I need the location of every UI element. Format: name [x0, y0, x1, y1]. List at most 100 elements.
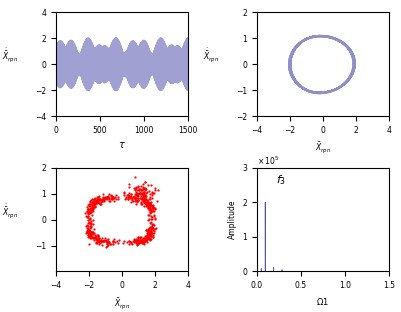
Point: [86, 201, 93, 206]
Point: [150, 205, 156, 210]
Point: [85, 235, 91, 240]
Point: [125, 196, 132, 201]
Point: [143, 237, 150, 242]
Point: [93, 236, 99, 241]
Point: [113, 197, 119, 202]
Point: [87, 199, 93, 204]
Point: [94, 199, 101, 204]
Point: [140, 182, 146, 187]
Point: [141, 197, 148, 202]
Point: [131, 238, 137, 243]
Point: [150, 202, 157, 207]
Point: [98, 201, 104, 206]
Point: [132, 187, 138, 192]
Point: [101, 195, 107, 200]
Point: [87, 208, 93, 213]
Point: [136, 238, 142, 243]
Point: [148, 231, 154, 236]
Point: [105, 239, 112, 244]
Point: [148, 233, 154, 238]
Point: [144, 200, 150, 205]
Point: [97, 196, 104, 201]
Point: [135, 236, 142, 241]
Point: [147, 203, 154, 208]
Point: [148, 196, 155, 201]
Point: [107, 242, 113, 247]
Point: [101, 236, 108, 241]
Point: [148, 236, 154, 241]
Point: [99, 191, 106, 196]
Point: [139, 196, 145, 201]
Point: [135, 198, 142, 203]
Point: [100, 196, 106, 201]
Point: [146, 201, 153, 206]
Point: [147, 233, 154, 238]
Point: [93, 234, 99, 239]
Point: [148, 204, 155, 209]
Point: [104, 238, 110, 243]
Point: [145, 198, 151, 203]
Point: [149, 226, 156, 231]
Point: [135, 183, 141, 188]
Point: [88, 233, 94, 238]
Point: [91, 230, 97, 235]
Point: [126, 184, 133, 189]
Point: [132, 184, 139, 189]
Point: [95, 236, 101, 241]
Point: [141, 235, 147, 240]
Point: [87, 222, 94, 227]
Point: [104, 197, 110, 202]
Point: [144, 227, 150, 232]
Point: [144, 234, 151, 239]
Point: [146, 227, 152, 232]
Point: [143, 201, 149, 206]
Point: [135, 241, 141, 246]
Point: [89, 230, 95, 235]
Point: [143, 228, 150, 233]
Point: [145, 212, 151, 217]
Point: [97, 199, 104, 204]
Point: [132, 196, 138, 201]
Point: [151, 229, 157, 234]
Point: [90, 202, 96, 207]
Point: [132, 241, 139, 246]
Point: [134, 192, 141, 197]
Point: [138, 239, 144, 244]
Point: [135, 235, 141, 240]
Point: [143, 235, 149, 240]
Point: [139, 195, 145, 200]
Point: [150, 209, 156, 214]
Point: [96, 239, 103, 244]
Point: [105, 239, 111, 244]
Point: [90, 199, 97, 204]
Point: [87, 225, 93, 230]
Point: [97, 201, 103, 206]
Point: [87, 206, 93, 211]
Point: [146, 196, 152, 201]
Point: [144, 240, 150, 245]
Point: [93, 236, 99, 241]
Point: [94, 237, 101, 242]
Point: [152, 217, 158, 222]
Point: [143, 200, 150, 205]
Point: [143, 197, 150, 202]
Point: [144, 234, 150, 239]
Point: [87, 203, 93, 208]
Point: [134, 237, 140, 242]
Point: [149, 234, 156, 239]
Point: [140, 241, 147, 246]
Point: [152, 206, 158, 211]
Point: [138, 194, 144, 199]
Point: [136, 190, 143, 195]
Point: [91, 197, 97, 202]
Point: [89, 201, 96, 206]
Point: [109, 197, 115, 202]
Point: [148, 225, 154, 230]
Point: [93, 240, 99, 245]
Point: [95, 194, 101, 199]
Point: [89, 207, 96, 212]
Point: [113, 193, 119, 198]
Point: [141, 238, 147, 243]
Point: [140, 190, 147, 195]
Point: [91, 197, 97, 202]
